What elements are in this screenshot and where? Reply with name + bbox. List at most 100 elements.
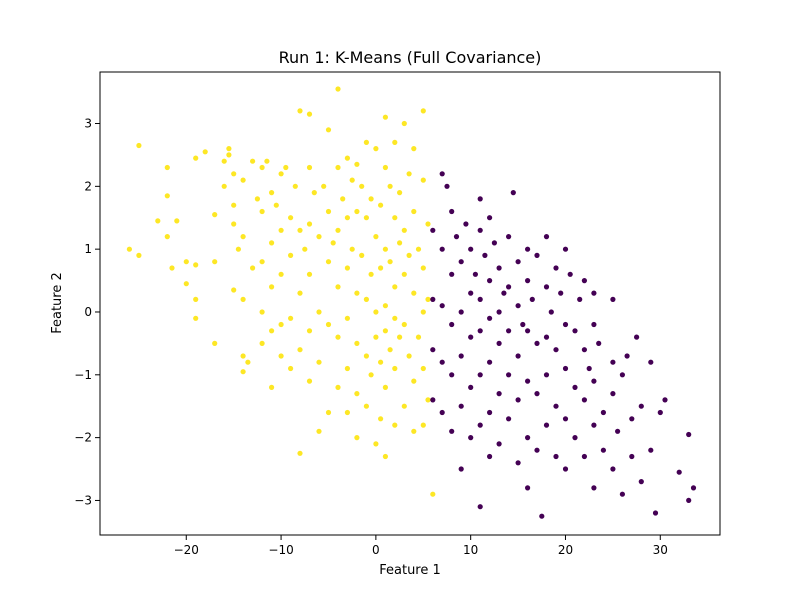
cluster-0-point <box>297 450 303 456</box>
cluster-1-point <box>591 290 597 296</box>
cluster-1-point <box>652 510 659 516</box>
cluster-0-point <box>387 347 393 353</box>
cluster-1-point <box>534 447 540 453</box>
cluster-1-point <box>501 290 507 296</box>
cluster-1-point <box>686 497 692 503</box>
cluster-0-point <box>363 353 369 359</box>
cluster-1-point <box>567 271 573 277</box>
cluster-1-point <box>458 259 464 265</box>
cluster-0-point <box>316 234 322 240</box>
y-tick-label: 1 <box>84 242 92 256</box>
cluster-0-point <box>378 416 384 422</box>
cluster-0-point <box>306 271 313 277</box>
x-tick-label: −10 <box>268 543 293 557</box>
cluster-0-point <box>335 334 341 340</box>
cluster-0-point <box>126 246 132 252</box>
cluster-0-point <box>420 177 426 183</box>
cluster-0-point <box>306 164 313 171</box>
cluster-0-point <box>335 384 341 390</box>
cluster-1-point <box>477 296 483 302</box>
cluster-1-point <box>648 447 654 453</box>
cluster-0-point <box>269 190 275 196</box>
cluster-1-point <box>581 397 588 403</box>
cluster-1-point <box>487 409 493 416</box>
cluster-1-point <box>638 403 644 409</box>
cluster-1-point <box>506 328 512 334</box>
cluster-1-point <box>458 309 464 315</box>
cluster-0-point <box>273 202 279 208</box>
cluster-0-point <box>240 296 246 302</box>
cluster-0-point <box>344 315 350 321</box>
cluster-1-point <box>477 504 483 510</box>
cluster-1-point <box>515 259 521 265</box>
cluster-0-point <box>425 397 431 403</box>
cluster-1-point <box>596 340 602 346</box>
y-tick-label: 3 <box>84 117 92 131</box>
cluster-1-point <box>496 441 502 447</box>
cluster-0-point <box>325 208 332 215</box>
cluster-0-point <box>401 271 407 277</box>
cluster-0-point <box>226 152 232 158</box>
cluster-0-point <box>340 196 346 202</box>
cluster-0-point <box>240 177 246 183</box>
cluster-1-point <box>581 278 588 284</box>
cluster-0-point <box>231 202 237 208</box>
cluster-0-point <box>297 290 303 296</box>
cluster-0-point <box>269 328 275 334</box>
cluster-1-point <box>686 431 692 438</box>
cluster-1-point <box>506 234 512 240</box>
chart-title: Run 1: K-Means (Full Covariance) <box>279 48 542 67</box>
cluster-0-point <box>411 428 417 434</box>
cluster-0-point <box>373 334 379 340</box>
cluster-0-point <box>344 155 350 161</box>
cluster-0-point <box>193 296 199 302</box>
cluster-1-point <box>468 290 474 296</box>
points-layer <box>126 86 697 519</box>
cluster-0-point <box>359 183 365 189</box>
cluster-0-point <box>259 208 265 215</box>
cluster-1-point <box>477 227 483 233</box>
cluster-0-point <box>354 290 360 296</box>
cluster-0-point <box>392 215 398 221</box>
cluster-0-point <box>382 384 388 390</box>
cluster-1-point <box>534 340 540 346</box>
cluster-0-point <box>415 334 422 340</box>
cluster-0-point <box>212 259 218 265</box>
cluster-1-point <box>629 453 635 460</box>
cluster-0-point <box>392 139 398 145</box>
cluster-0-point <box>254 196 260 202</box>
cluster-0-point <box>392 284 398 290</box>
cluster-1-point <box>562 466 569 472</box>
cluster-1-point <box>525 328 531 334</box>
cluster-1-point <box>439 246 445 252</box>
cluster-0-point <box>330 240 336 246</box>
cluster-0-point <box>382 114 388 120</box>
cluster-0-point <box>306 378 313 384</box>
cluster-0-point <box>212 340 218 346</box>
cluster-0-point <box>245 359 251 365</box>
cluster-0-point <box>382 303 388 309</box>
cluster-0-point <box>193 315 199 321</box>
x-tick-label: 20 <box>558 543 573 557</box>
cluster-1-point <box>496 340 502 346</box>
cluster-0-point <box>420 309 426 315</box>
cluster-0-point <box>288 315 294 321</box>
y-tick-label: −3 <box>74 493 92 507</box>
cluster-0-point <box>231 171 237 177</box>
cluster-1-point <box>515 353 521 359</box>
cluster-0-point <box>278 227 284 233</box>
cluster-1-point <box>553 403 559 409</box>
cluster-0-point <box>269 240 275 246</box>
cluster-1-point <box>525 485 531 491</box>
cluster-0-point <box>306 328 313 334</box>
cluster-0-point <box>325 259 332 265</box>
cluster-0-point <box>231 287 237 293</box>
cluster-1-point <box>510 190 516 196</box>
cluster-0-point <box>164 193 170 199</box>
cluster-0-point <box>406 171 412 177</box>
cluster-0-point <box>382 328 388 334</box>
cluster-1-point <box>553 265 559 271</box>
cluster-0-point <box>335 86 341 92</box>
cluster-1-point <box>577 296 583 302</box>
cluster-0-point <box>174 218 180 224</box>
